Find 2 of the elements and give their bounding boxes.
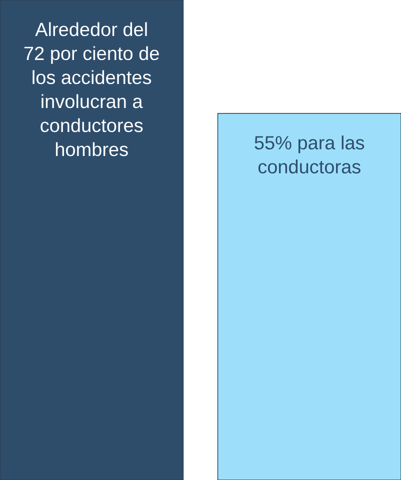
data-label: 55% para las conductoras xyxy=(254,136,364,174)
data-label: Alrededor del 72 por ciento de los accidentes involucran a conductores hombres xyxy=(24,22,159,156)
